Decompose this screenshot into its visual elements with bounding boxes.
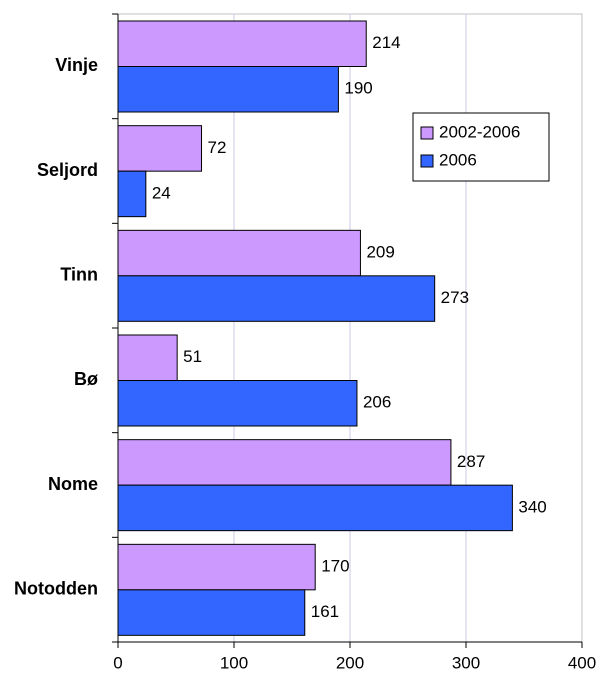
x-tick-label: 200: [336, 653, 364, 672]
data-label: 170: [321, 557, 349, 576]
legend-label: 2006: [439, 150, 477, 169]
y-tick-label: Notodden: [14, 578, 98, 598]
y-tick-label: Vinje: [55, 55, 98, 75]
bar: [117, 170, 147, 218]
data-label: 340: [518, 497, 546, 516]
y-tick-label: Seljord: [37, 160, 98, 180]
x-tick-label: 400: [568, 653, 596, 672]
bar: [117, 275, 436, 322]
x-tick-label: 0: [113, 653, 122, 672]
bar: [117, 439, 452, 486]
bar: [117, 229, 361, 277]
data-label: 190: [344, 79, 372, 98]
bar: [117, 66, 339, 113]
data-label: 24: [152, 183, 171, 202]
x-tick-label: 300: [452, 653, 480, 672]
bar: [117, 380, 358, 427]
data-label: 209: [366, 243, 394, 262]
y-tick-label: Nome: [48, 474, 98, 494]
data-label: 287: [457, 452, 485, 471]
bar: [117, 20, 367, 67]
bar: [117, 334, 178, 381]
bar: [117, 543, 316, 591]
data-label: 161: [311, 602, 339, 621]
legend-box: [412, 112, 550, 182]
legend-swatch: [420, 126, 434, 140]
data-label: 72: [208, 138, 227, 157]
y-tick-label: Tinn: [60, 264, 98, 284]
legend-label: 2002-2006: [439, 122, 520, 141]
bar: [117, 484, 513, 532]
data-label: 214: [372, 33, 400, 52]
bar: [117, 589, 306, 636]
x-tick-label: 100: [220, 653, 248, 672]
data-label: 273: [441, 288, 469, 307]
legend-swatch: [420, 154, 434, 168]
data-label: 206: [363, 393, 391, 412]
y-tick-label: Bø: [74, 369, 98, 389]
bar: [117, 125, 203, 172]
data-label: 51: [183, 347, 202, 366]
